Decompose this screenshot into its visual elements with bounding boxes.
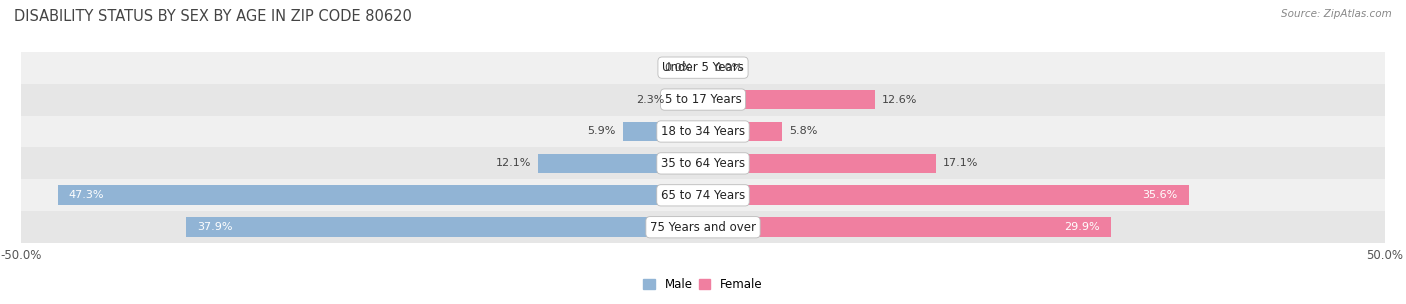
Text: 35.6%: 35.6% — [1142, 190, 1178, 200]
Bar — [58, 185, 703, 205]
Bar — [623, 122, 703, 141]
Text: 18 to 34 Years: 18 to 34 Years — [661, 125, 745, 138]
Text: 75 Years and over: 75 Years and over — [650, 221, 756, 234]
Bar — [21, 52, 1385, 84]
Text: 5.9%: 5.9% — [588, 126, 616, 136]
Text: 2.3%: 2.3% — [637, 95, 665, 105]
Text: 65 to 74 Years: 65 to 74 Years — [661, 189, 745, 202]
Bar — [21, 179, 1385, 211]
Text: Source: ZipAtlas.com: Source: ZipAtlas.com — [1281, 9, 1392, 19]
Bar — [703, 185, 1188, 205]
Bar — [538, 154, 703, 173]
Text: 29.9%: 29.9% — [1064, 222, 1099, 232]
Bar — [21, 147, 1385, 179]
Text: 17.1%: 17.1% — [943, 158, 979, 168]
Bar — [672, 90, 703, 109]
Text: Under 5 Years: Under 5 Years — [662, 61, 744, 74]
Text: 47.3%: 47.3% — [69, 190, 104, 200]
Text: 12.6%: 12.6% — [882, 95, 917, 105]
Legend: Male, Female: Male, Female — [644, 278, 762, 291]
Text: 5 to 17 Years: 5 to 17 Years — [665, 93, 741, 106]
Text: 12.1%: 12.1% — [496, 158, 531, 168]
Text: 5.8%: 5.8% — [789, 126, 817, 136]
Bar — [186, 217, 703, 237]
Text: 37.9%: 37.9% — [197, 222, 232, 232]
Text: 35 to 64 Years: 35 to 64 Years — [661, 157, 745, 170]
Bar — [703, 90, 875, 109]
Text: 0.0%: 0.0% — [714, 63, 742, 73]
Bar — [21, 84, 1385, 116]
Bar — [703, 122, 782, 141]
Bar — [21, 211, 1385, 243]
Text: DISABILITY STATUS BY SEX BY AGE IN ZIP CODE 80620: DISABILITY STATUS BY SEX BY AGE IN ZIP C… — [14, 9, 412, 24]
Bar — [703, 217, 1111, 237]
Bar — [21, 116, 1385, 147]
Text: 0.0%: 0.0% — [664, 63, 692, 73]
Bar — [703, 154, 936, 173]
